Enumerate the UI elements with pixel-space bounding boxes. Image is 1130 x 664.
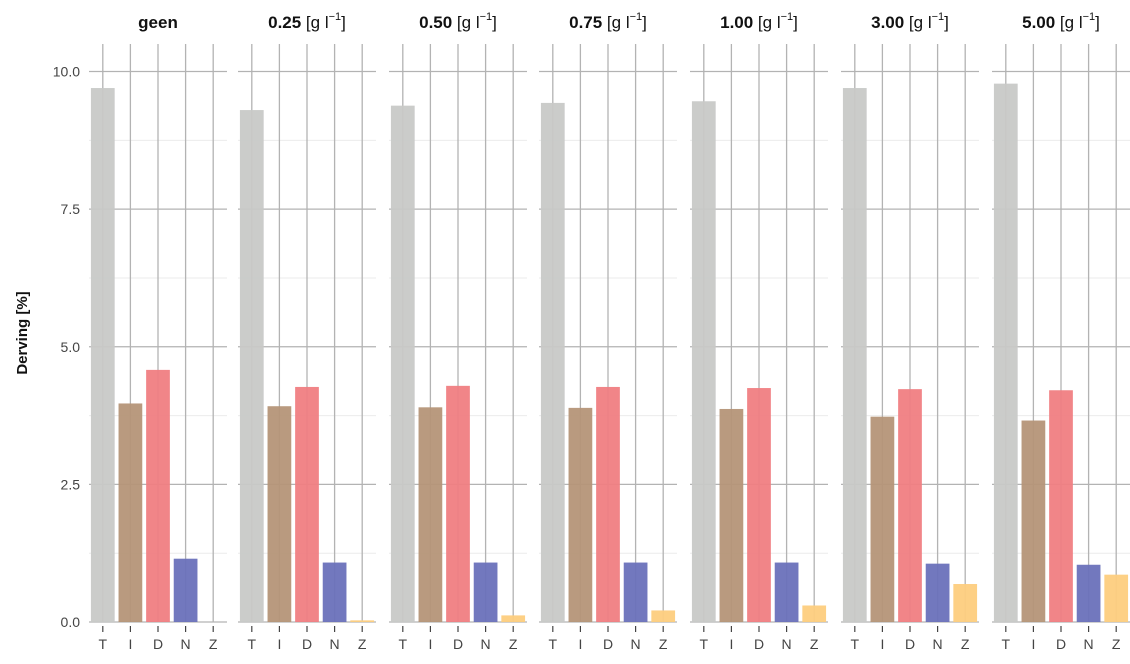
- bar-Z: [802, 605, 827, 622]
- x-tick-label: I: [428, 636, 432, 652]
- x-tick-label: T: [700, 636, 709, 652]
- x-tick-label: T: [1002, 636, 1011, 652]
- x-tick-label: N: [631, 636, 641, 652]
- x-tick-label: D: [1056, 636, 1066, 652]
- facet-panel: T I D N Z 1.00 [g l−1]: [690, 11, 828, 652]
- x-tick-label: D: [153, 636, 163, 652]
- x-tick-label: Z: [358, 636, 367, 652]
- bar-D: [446, 385, 470, 622]
- bar-N: [173, 558, 198, 622]
- bar-I: [870, 416, 895, 622]
- bar-I: [1021, 420, 1046, 622]
- bar-N: [1076, 564, 1101, 622]
- bar-T: [842, 88, 867, 623]
- x-tick-label: N: [933, 636, 943, 652]
- y-tick-label: 2.5: [61, 476, 81, 492]
- x-tick-label: D: [905, 636, 915, 652]
- panel-title: 0.50 [g l−1]: [419, 11, 497, 32]
- x-tick-label: T: [399, 636, 408, 652]
- bar-N: [774, 562, 799, 622]
- bar-N: [473, 562, 498, 622]
- bar-D: [146, 369, 170, 622]
- bar-T: [993, 83, 1018, 623]
- bar-D: [898, 389, 922, 622]
- x-tick-label: I: [578, 636, 582, 652]
- x-tick-label: I: [729, 636, 733, 652]
- bar-I: [118, 403, 143, 622]
- bar-I: [719, 408, 744, 622]
- x-tick-label: D: [603, 636, 613, 652]
- bar-T: [691, 101, 716, 623]
- x-tick-label: I: [277, 636, 281, 652]
- x-tick-label: Z: [209, 636, 218, 652]
- x-tick-label: D: [302, 636, 312, 652]
- bar-T: [90, 88, 115, 623]
- bar-Z: [953, 584, 978, 622]
- x-tick-label: Z: [509, 636, 518, 652]
- y-tick-label: 10.0: [53, 64, 80, 80]
- bar-T: [540, 102, 565, 623]
- bar-Z: [1104, 574, 1129, 622]
- facet-panel: T I D N Z 3.00 [g l−1]: [841, 11, 979, 652]
- y-tick-label: 0.0: [61, 614, 81, 630]
- x-tick-label: Z: [1112, 636, 1121, 652]
- y-axis-title: Derving [%]: [14, 291, 31, 374]
- x-tick-label: I: [1031, 636, 1035, 652]
- bar-D: [295, 386, 319, 622]
- x-tick-label: Z: [659, 636, 668, 652]
- x-tick-label: N: [481, 636, 491, 652]
- panel-title: 0.75 [g l−1]: [569, 11, 647, 32]
- y-tick-label: 5.0: [61, 339, 81, 355]
- x-tick-label: D: [754, 636, 764, 652]
- facet-panel: T I D N Z 5.00 [g l−1]: [992, 11, 1130, 652]
- panel-title: 5.00 [g l−1]: [1022, 11, 1100, 32]
- x-tick-label: T: [549, 636, 558, 652]
- x-tick-label: N: [782, 636, 792, 652]
- x-tick-label: I: [880, 636, 884, 652]
- bar-Z: [350, 620, 375, 622]
- y-tick-label: 7.5: [61, 201, 81, 217]
- x-tick-label: N: [1084, 636, 1094, 652]
- bar-N: [925, 563, 950, 622]
- bar-I: [568, 407, 593, 622]
- bar-D: [747, 388, 771, 622]
- bar-N: [322, 562, 347, 622]
- bar-T: [390, 105, 415, 623]
- bar-D: [1049, 390, 1073, 622]
- x-tick-label: I: [128, 636, 132, 652]
- panel-title: 0.25 [g l−1]: [268, 11, 346, 32]
- panel-title: 3.00 [g l−1]: [871, 11, 949, 32]
- bar-Z: [501, 615, 526, 622]
- bar-I: [418, 407, 443, 622]
- x-tick-label: Z: [810, 636, 819, 652]
- x-tick-label: Z: [961, 636, 970, 652]
- x-tick-label: D: [453, 636, 463, 652]
- bar-D: [596, 386, 620, 622]
- bar-I: [267, 406, 292, 622]
- facet-panel: T I D N Z 0.75 [g l−1]: [539, 11, 677, 652]
- x-tick-label: T: [248, 636, 257, 652]
- bar-N: [623, 562, 648, 622]
- panel-title: 1.00 [g l−1]: [720, 11, 798, 32]
- facet-panel: T I D N Z 0.25 [g l−1]: [238, 11, 376, 652]
- x-tick-label: T: [99, 636, 108, 652]
- panel-title: geen: [138, 13, 178, 32]
- facet-panel: T I D N Z 0.50 [g l−1]: [389, 11, 527, 652]
- bar-Z: [651, 610, 676, 622]
- bar-T: [239, 110, 264, 623]
- x-tick-label: N: [181, 636, 191, 652]
- x-tick-label: T: [851, 636, 860, 652]
- x-tick-label: N: [330, 636, 340, 652]
